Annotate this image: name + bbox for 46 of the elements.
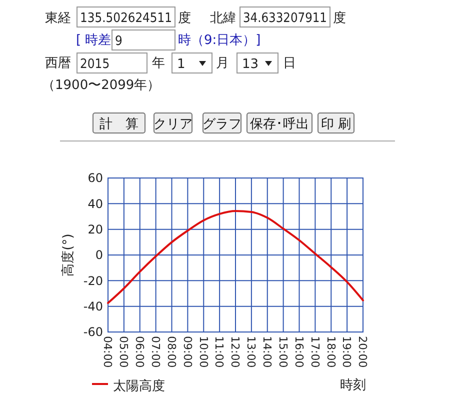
text: 1	[177, 57, 186, 72]
line-series	[107, 210, 364, 304]
text: 西暦	[45, 56, 71, 71]
x-tick-label: 18:00	[324, 336, 338, 368]
y-axis-title: 高度(°)	[60, 234, 76, 276]
text: 月	[216, 56, 229, 71]
y-tick-label: 20	[88, 222, 103, 237]
text: 東経	[45, 11, 71, 26]
text: 13	[242, 57, 259, 72]
text: 9	[115, 34, 124, 49]
text: 計 算	[100, 117, 138, 132]
text: 日	[283, 56, 296, 71]
x-tick-label: 17:00	[308, 336, 322, 368]
x-tick-label: 06:00	[133, 336, 146, 368]
x-tick-label: 13:00	[244, 336, 258, 368]
y-tick-label: -60	[83, 325, 103, 340]
text: （1900〜2099年）	[42, 78, 160, 93]
x-tick-label: 05:00	[117, 336, 130, 368]
text: 保存･呼出	[250, 117, 309, 132]
x-tick-label: 11:00	[212, 336, 226, 368]
text: 印 刷	[320, 117, 352, 132]
text: クリア	[154, 117, 192, 132]
x-tick-label: 04:00	[101, 336, 114, 368]
x-tick-label: 15:00	[276, 336, 290, 368]
x-tick-label: 20:00	[356, 336, 370, 368]
y-tick-label: 60	[88, 171, 103, 186]
x-tick-label: 07:00	[148, 336, 162, 368]
x-axis-title: 時刻	[340, 378, 366, 393]
x-tick-label: 19:00	[340, 336, 354, 368]
text: [ 時差	[76, 33, 112, 48]
x-tick-label: 08:00	[164, 336, 178, 368]
text: 時（9:日本）]	[178, 33, 261, 48]
y-tick-label: 0	[95, 248, 103, 262]
x-tick-label: 10:00	[196, 336, 210, 368]
x-tick-label: 12:00	[228, 336, 242, 368]
x-tick-label: 16:00	[292, 336, 306, 368]
y-tick-label: 40	[88, 196, 103, 211]
legend-label: 太陽高度	[113, 378, 165, 394]
text: 2015	[80, 57, 114, 72]
text: 北緯	[210, 11, 236, 26]
text: グラフ	[202, 117, 242, 132]
x-tick-label: 14:00	[260, 336, 274, 368]
y-tick-label: -40	[83, 300, 103, 314]
x-tick-label: 09:00	[180, 336, 194, 368]
text: 年	[152, 56, 165, 71]
y-tick-label: -20	[83, 274, 103, 288]
